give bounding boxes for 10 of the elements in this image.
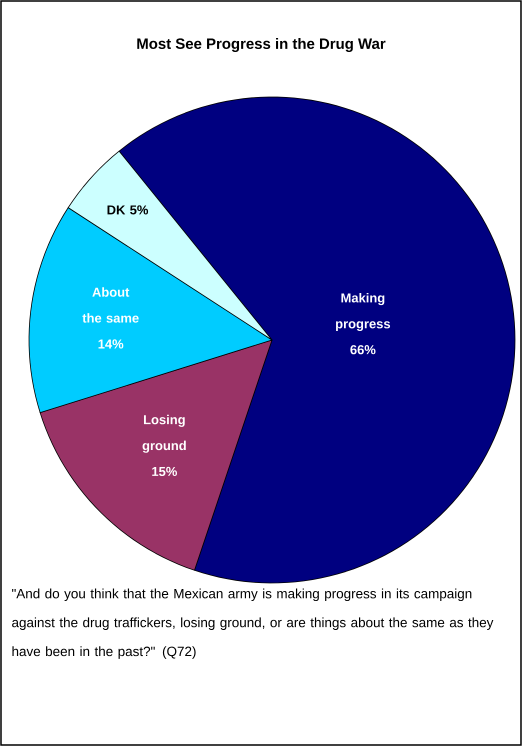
text: "And do you think that the Mexican army is making progress in its campaign against the drug traffickers, losing ground, or are things about the same as they have been in the past?" (Q72) [12, 588, 494, 659]
data-label: 14% [98, 339, 124, 349]
category-label: Making progress [336, 292, 390, 332]
chart-title: Most See Progress in the Drug War [137, 38, 386, 52]
slice-label: DK [108, 205, 126, 214]
category-label: About the same [82, 287, 139, 323]
data-label: 15% [152, 466, 177, 476]
data-label: 66% [350, 345, 376, 354]
data-label: 5% [130, 205, 148, 214]
slice-label: Losing ground [142, 414, 186, 453]
